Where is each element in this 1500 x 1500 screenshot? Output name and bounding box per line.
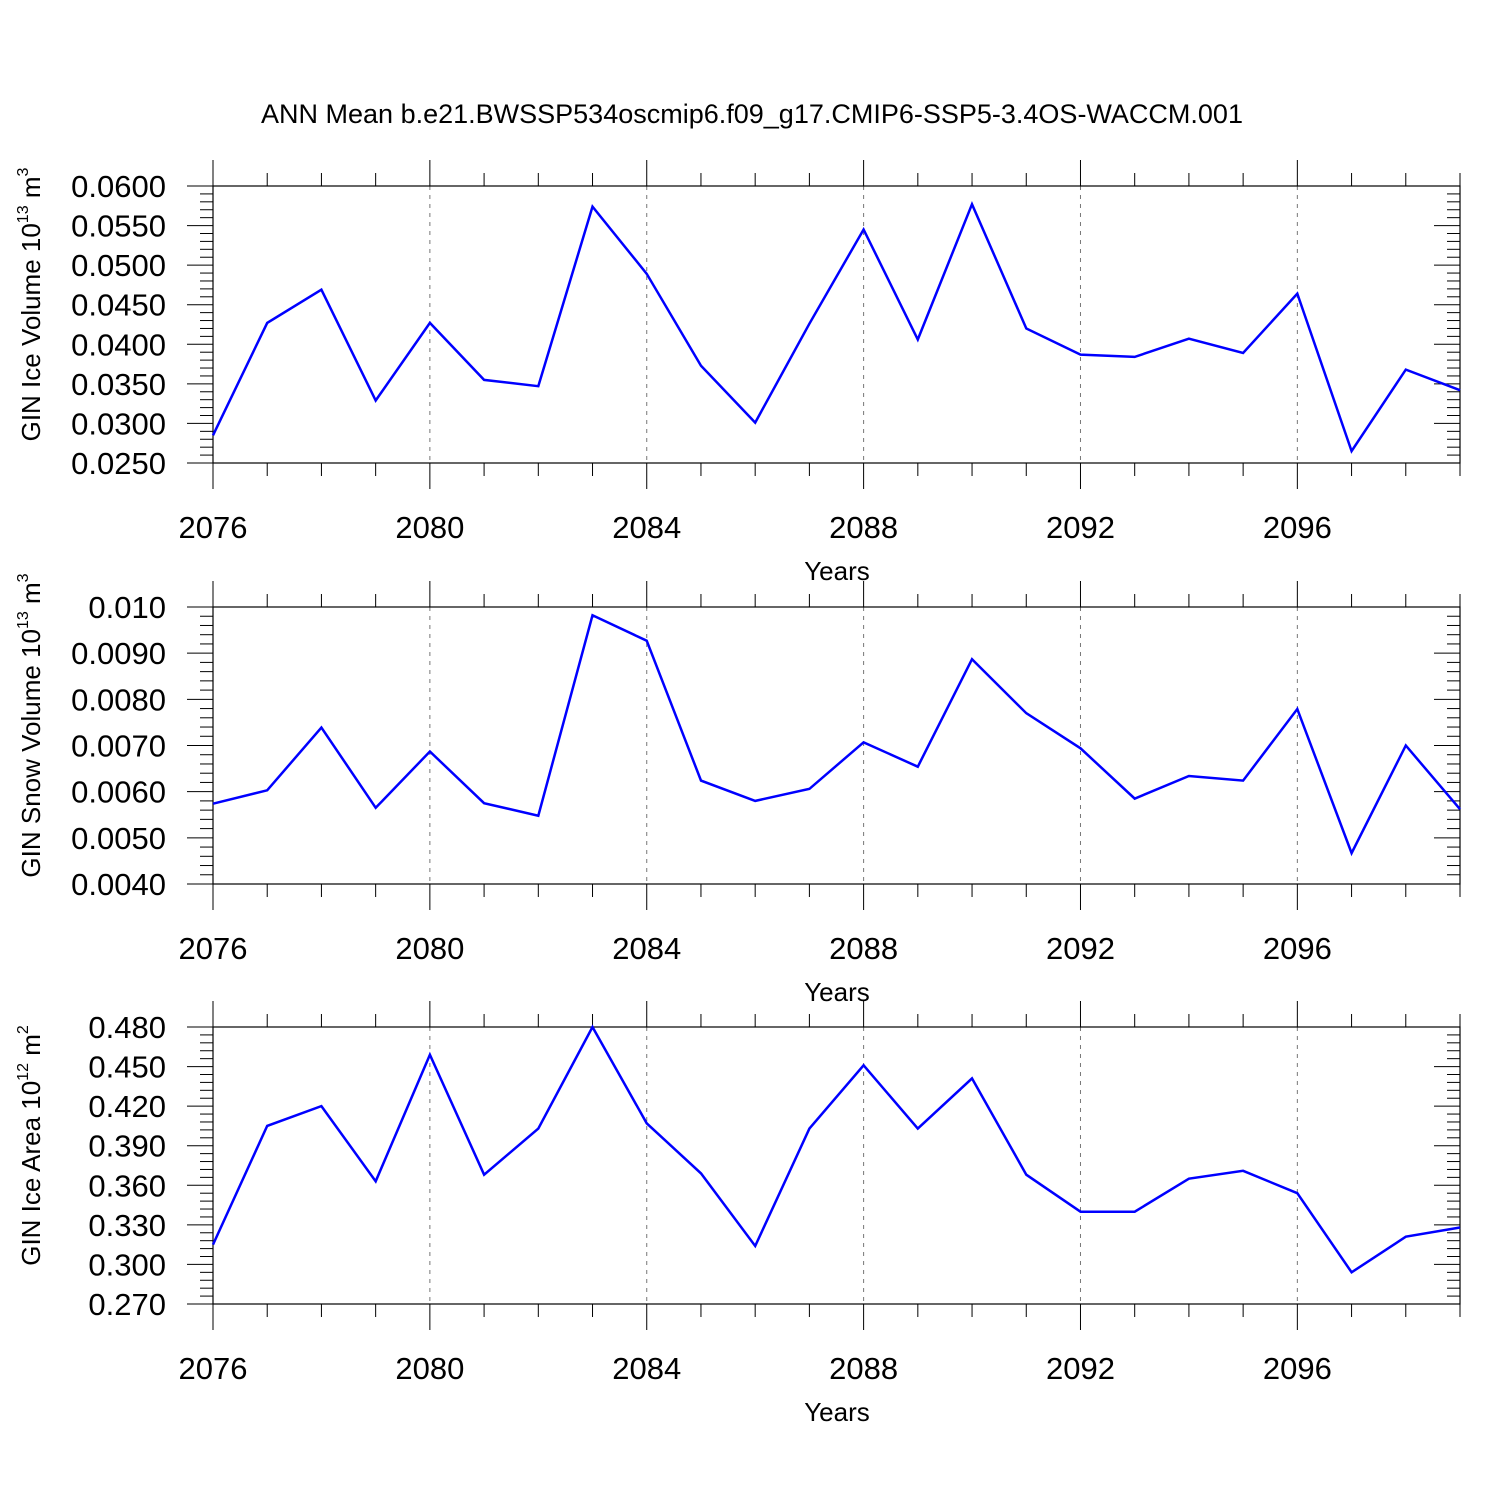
y-tick-label: 0.0250: [71, 446, 166, 481]
panels-group: 0.0600 0.0550 0.0500 0.0450 0.0400 0.0350 0.03…: [15, 160, 1461, 1427]
x-tick-label: 2096: [1263, 510, 1332, 545]
y-tick-label: 0.0070: [71, 729, 166, 764]
y-tick-label: 0.300: [88, 1247, 166, 1282]
x-tick-label: 2084: [612, 1351, 681, 1386]
x-axis-label: Years: [804, 977, 870, 1007]
y-tick-label: 0.0050: [71, 821, 166, 856]
y-tick-label: 0.010: [88, 590, 166, 625]
plot-frame: [212, 606, 1461, 885]
x-axis-label: Years: [804, 556, 870, 586]
x-tick-label: 2088: [829, 931, 898, 966]
y-tick-label: 0.0450: [71, 288, 166, 323]
x-tick-label: 2076: [179, 1351, 248, 1386]
panel-3: 0.480 0.450 0.420 0.390 0.360 0.330 0.300 0.270…: [15, 1001, 1461, 1427]
y-tick-label: 0.360: [88, 1168, 166, 1203]
x-tick-label: 2080: [395, 931, 464, 966]
chart-title: ANN Mean b.e21.BWSSP534oscmip6.f09_g17.C…: [261, 99, 1243, 129]
plot-frame: [212, 1026, 1461, 1305]
x-tick-label: 2092: [1046, 931, 1115, 966]
x-axis-label: Years: [804, 1397, 870, 1427]
y-tick-label: 0.480: [88, 1010, 166, 1045]
x-tick-label: 2084: [612, 510, 681, 545]
x-tick-label: 2076: [179, 510, 248, 545]
x-tick-label: 2092: [1046, 1351, 1115, 1386]
series-line-1: [212, 613, 1461, 857]
x-tick-label: 2084: [612, 931, 681, 966]
y-axis-label: GIN Ice Area 1012 m2: [15, 1025, 46, 1266]
y-tick-label: 0.0400: [71, 327, 166, 362]
y-axis-label: GIN Snow Volume 1013 m3: [15, 573, 46, 877]
y-tick-label: 0.420: [88, 1089, 166, 1124]
x-tick-label: 2088: [829, 1351, 898, 1386]
y-tick-label: 0.330: [88, 1208, 166, 1243]
y-tick-label: 0.0060: [71, 775, 166, 810]
y-tick-label: 0.0600: [71, 169, 166, 204]
y-tick-label: 0.270: [88, 1287, 166, 1322]
panel-2: 0.010 0.0090 0.0080 0.0070 0.0060 0.0050 0.004…: [15, 573, 1461, 1007]
series-line-1: [211, 1024, 1461, 1275]
y-tick-label: 0.390: [88, 1129, 166, 1164]
panel-1: 0.0600 0.0550 0.0500 0.0450 0.0400 0.0350 0.03…: [15, 160, 1461, 586]
y-axis-label: GIN Ice Volume 1013 m3: [15, 167, 46, 441]
x-tick-label: 2096: [1263, 1351, 1332, 1386]
y-tick-label: 0.0550: [71, 209, 166, 244]
y-tick-label: 0.0090: [71, 636, 166, 671]
x-tick-label: 2080: [395, 1351, 464, 1386]
series-line-1: [211, 200, 1461, 454]
y-tick-label: 0.0080: [71, 682, 166, 717]
x-tick-label: 2080: [395, 510, 464, 545]
x-tick-label: 2076: [179, 931, 248, 966]
y-tick-label: 0.0350: [71, 367, 166, 402]
y-tick-label: 0.0040: [71, 867, 166, 902]
plot-frame: [212, 185, 1461, 464]
x-tick-label: 2088: [829, 510, 898, 545]
x-tick-label: 2096: [1263, 931, 1332, 966]
y-tick-label: 0.0500: [71, 248, 166, 283]
y-tick-label: 0.0300: [71, 406, 166, 441]
x-tick-label: 2092: [1046, 510, 1115, 545]
y-tick-label: 0.450: [88, 1050, 166, 1085]
